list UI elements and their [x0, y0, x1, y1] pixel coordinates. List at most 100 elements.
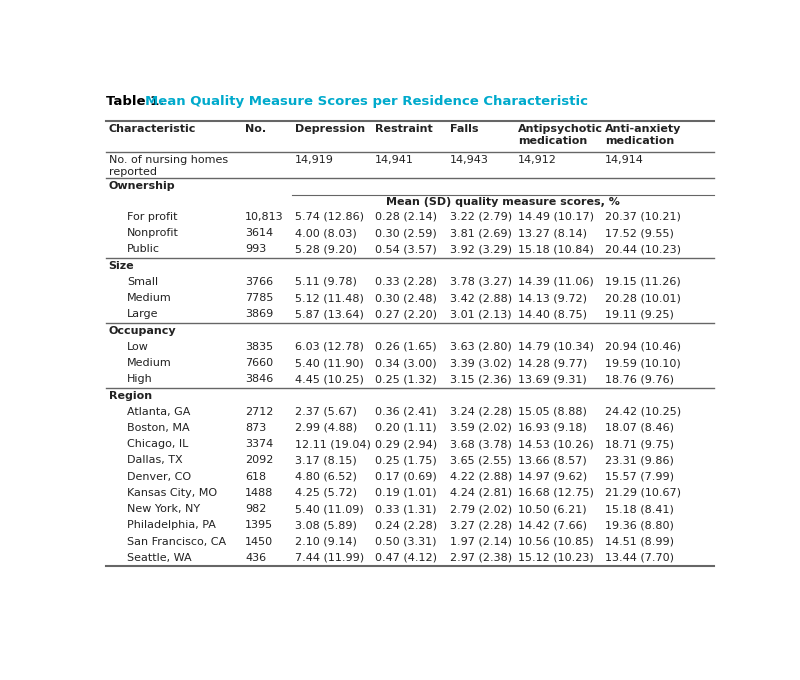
Text: 0.29 (2.94): 0.29 (2.94): [375, 439, 438, 449]
Text: 10,813: 10,813: [245, 212, 284, 222]
Text: San Francisco, CA: San Francisco, CA: [127, 537, 226, 547]
Text: 3835: 3835: [245, 342, 274, 352]
Text: 17.52 (9.55): 17.52 (9.55): [605, 228, 674, 238]
Text: Philadelphia, PA: Philadelphia, PA: [127, 520, 216, 530]
Text: 15.12 (10.23): 15.12 (10.23): [518, 553, 594, 563]
Text: Region: Region: [109, 390, 152, 401]
Text: 2.99 (4.88): 2.99 (4.88): [294, 423, 357, 433]
Text: 14,919: 14,919: [294, 155, 334, 165]
Text: 4.80 (6.52): 4.80 (6.52): [294, 472, 357, 481]
Text: 3.15 (2.36): 3.15 (2.36): [450, 374, 511, 384]
Text: 5.12 (11.48): 5.12 (11.48): [294, 293, 363, 303]
Text: 4.00 (8.03): 4.00 (8.03): [294, 228, 357, 238]
Text: 16.93 (9.18): 16.93 (9.18): [518, 423, 586, 433]
Text: 0.25 (1.32): 0.25 (1.32): [375, 374, 437, 384]
Text: 5.40 (11.09): 5.40 (11.09): [294, 504, 363, 514]
Text: 19.11 (9.25): 19.11 (9.25): [605, 309, 674, 320]
Text: 14,941: 14,941: [375, 155, 414, 165]
Text: 6.03 (12.78): 6.03 (12.78): [294, 342, 363, 352]
Text: 7.44 (11.99): 7.44 (11.99): [294, 553, 364, 563]
Text: Medium: Medium: [127, 293, 172, 303]
Text: 10.50 (6.21): 10.50 (6.21): [518, 504, 586, 514]
Text: 14.13 (9.72): 14.13 (9.72): [518, 293, 587, 303]
Text: 1450: 1450: [245, 537, 274, 547]
Text: Mean (SD) quality measure scores, %: Mean (SD) quality measure scores, %: [386, 197, 620, 207]
Text: No.: No.: [245, 124, 266, 134]
Text: 3.17 (8.15): 3.17 (8.15): [294, 456, 357, 465]
Text: Dallas, TX: Dallas, TX: [127, 456, 183, 465]
Text: 18.71 (9.75): 18.71 (9.75): [605, 439, 674, 449]
Text: 3.68 (3.78): 3.68 (3.78): [450, 439, 511, 449]
Text: 20.37 (10.21): 20.37 (10.21): [605, 212, 681, 222]
Text: Falls: Falls: [450, 124, 478, 134]
Text: 5.87 (13.64): 5.87 (13.64): [294, 309, 363, 320]
Text: 1488: 1488: [245, 488, 274, 498]
Text: 436: 436: [245, 553, 266, 563]
Text: 2712: 2712: [245, 407, 274, 417]
Text: 2.10 (9.14): 2.10 (9.14): [294, 537, 357, 547]
Text: Chicago, IL: Chicago, IL: [127, 439, 189, 449]
Text: 982: 982: [245, 504, 266, 514]
Text: 24.42 (10.25): 24.42 (10.25): [605, 407, 681, 417]
Text: 0.54 (3.57): 0.54 (3.57): [375, 244, 437, 254]
Text: 0.25 (1.75): 0.25 (1.75): [375, 456, 437, 465]
Text: 3766: 3766: [245, 277, 274, 287]
Text: 0.26 (1.65): 0.26 (1.65): [375, 342, 437, 352]
Text: 5.28 (9.20): 5.28 (9.20): [294, 244, 357, 254]
Text: 19.15 (11.26): 19.15 (11.26): [605, 277, 681, 287]
Text: 14.28 (9.77): 14.28 (9.77): [518, 358, 587, 368]
Text: 15.57 (7.99): 15.57 (7.99): [605, 472, 674, 481]
Text: 7660: 7660: [245, 358, 274, 368]
Text: 4.22 (2.88): 4.22 (2.88): [450, 472, 512, 481]
Text: 4.45 (10.25): 4.45 (10.25): [294, 374, 363, 384]
Text: 14.39 (11.06): 14.39 (11.06): [518, 277, 594, 287]
Text: 2.97 (2.38): 2.97 (2.38): [450, 553, 512, 563]
Text: 14.42 (7.66): 14.42 (7.66): [518, 520, 587, 530]
Text: 15.18 (8.41): 15.18 (8.41): [605, 504, 674, 514]
Text: 0.20 (1.11): 0.20 (1.11): [375, 423, 437, 433]
Text: 14.49 (10.17): 14.49 (10.17): [518, 212, 594, 222]
Text: High: High: [127, 374, 153, 384]
Text: 4.25 (5.72): 4.25 (5.72): [294, 488, 357, 498]
Text: 3846: 3846: [245, 374, 274, 384]
Text: 14.51 (8.99): 14.51 (8.99): [605, 537, 674, 547]
Text: Table 1.: Table 1.: [106, 95, 170, 107]
Text: 5.74 (12.86): 5.74 (12.86): [294, 212, 364, 222]
Text: Public: Public: [127, 244, 160, 254]
Text: Occupancy: Occupancy: [109, 326, 176, 336]
Text: 0.27 (2.20): 0.27 (2.20): [375, 309, 438, 320]
Text: 14,943: 14,943: [450, 155, 489, 165]
Text: Restraint: Restraint: [375, 124, 433, 134]
Text: 0.19 (1.01): 0.19 (1.01): [375, 488, 437, 498]
Text: Nonprofit: Nonprofit: [127, 228, 179, 238]
Text: 3.81 (2.69): 3.81 (2.69): [450, 228, 511, 238]
Text: 13.69 (9.31): 13.69 (9.31): [518, 374, 586, 384]
Text: 0.24 (2.28): 0.24 (2.28): [375, 520, 438, 530]
Text: 5.11 (9.78): 5.11 (9.78): [294, 277, 357, 287]
Text: 19.36 (8.80): 19.36 (8.80): [605, 520, 674, 530]
Text: 20.44 (10.23): 20.44 (10.23): [605, 244, 681, 254]
Text: For profit: For profit: [127, 212, 178, 222]
Text: 19.59 (10.10): 19.59 (10.10): [605, 358, 681, 368]
Text: Medium: Medium: [127, 358, 172, 368]
Text: 3.22 (2.79): 3.22 (2.79): [450, 212, 512, 222]
Text: 13.66 (8.57): 13.66 (8.57): [518, 456, 586, 465]
Text: 18.76 (9.76): 18.76 (9.76): [605, 374, 674, 384]
Text: Mean Quality Measure Scores per Residence Characteristic: Mean Quality Measure Scores per Residenc…: [145, 95, 588, 107]
Text: 20.94 (10.46): 20.94 (10.46): [605, 342, 681, 352]
Text: 14,912: 14,912: [518, 155, 557, 165]
Text: 3.78 (3.27): 3.78 (3.27): [450, 277, 512, 287]
Text: 3.59 (2.02): 3.59 (2.02): [450, 423, 511, 433]
Text: Anti-anxiety
medication: Anti-anxiety medication: [605, 124, 681, 146]
Text: 3.08 (5.89): 3.08 (5.89): [294, 520, 357, 530]
Text: 2.79 (2.02): 2.79 (2.02): [450, 504, 512, 514]
Text: 14.79 (10.34): 14.79 (10.34): [518, 342, 594, 352]
Text: Ownership: Ownership: [109, 181, 175, 191]
Text: 3.39 (3.02): 3.39 (3.02): [450, 358, 511, 368]
Text: Size: Size: [109, 260, 134, 271]
Text: 3.65 (2.55): 3.65 (2.55): [450, 456, 511, 465]
Text: 14,914: 14,914: [605, 155, 643, 165]
Text: 993: 993: [245, 244, 266, 254]
Text: Boston, MA: Boston, MA: [127, 423, 190, 433]
Text: 3.63 (2.80): 3.63 (2.80): [450, 342, 511, 352]
